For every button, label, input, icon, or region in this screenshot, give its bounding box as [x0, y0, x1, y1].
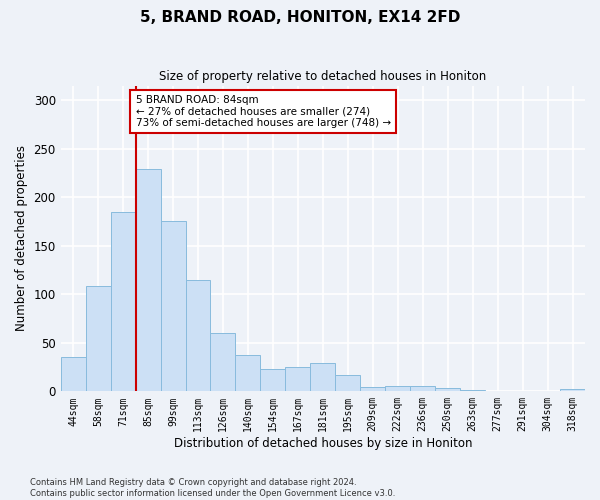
- Bar: [61, 358, 86, 392]
- Bar: [435, 388, 460, 392]
- Bar: [335, 375, 360, 392]
- Bar: [211, 333, 235, 392]
- X-axis label: Distribution of detached houses by size in Honiton: Distribution of detached houses by size …: [173, 437, 472, 450]
- Bar: [185, 280, 211, 392]
- Bar: [235, 356, 260, 392]
- Bar: [460, 390, 485, 392]
- Bar: [410, 386, 435, 392]
- Bar: [86, 286, 110, 392]
- Bar: [310, 363, 335, 392]
- Text: Contains HM Land Registry data © Crown copyright and database right 2024.
Contai: Contains HM Land Registry data © Crown c…: [30, 478, 395, 498]
- Text: 5, BRAND ROAD, HONITON, EX14 2FD: 5, BRAND ROAD, HONITON, EX14 2FD: [140, 10, 460, 25]
- Y-axis label: Number of detached properties: Number of detached properties: [15, 146, 28, 332]
- Bar: [136, 169, 161, 392]
- Bar: [110, 212, 136, 392]
- Text: 5 BRAND ROAD: 84sqm
← 27% of detached houses are smaller (274)
73% of semi-detac: 5 BRAND ROAD: 84sqm ← 27% of detached ho…: [136, 94, 391, 128]
- Title: Size of property relative to detached houses in Honiton: Size of property relative to detached ho…: [159, 70, 487, 83]
- Bar: [260, 369, 286, 392]
- Bar: [360, 388, 385, 392]
- Bar: [560, 390, 585, 392]
- Bar: [286, 367, 310, 392]
- Bar: [385, 386, 410, 392]
- Bar: [161, 222, 185, 392]
